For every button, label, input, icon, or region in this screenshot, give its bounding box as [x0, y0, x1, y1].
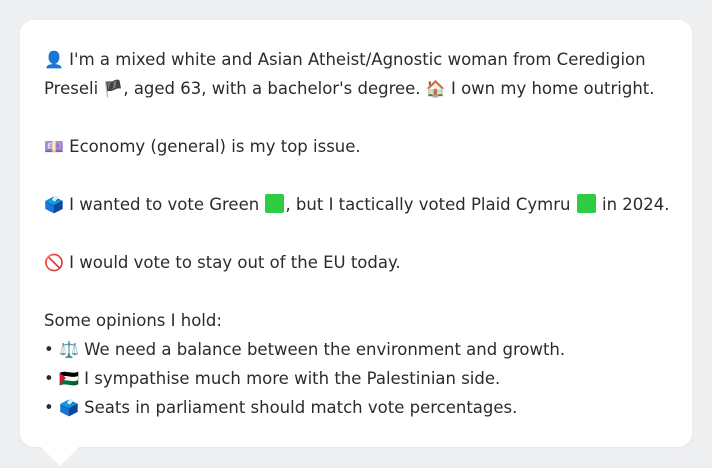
top-issue-text: Economy (general) is my top issue.	[69, 137, 361, 156]
eu-text: I would vote to stay out of the EU today…	[69, 253, 401, 272]
vote-text-a: I wanted to vote Green	[69, 195, 265, 214]
house-icon: 🏠	[425, 79, 446, 98]
opinion-text: Seats in parliament should match vote pe…	[84, 398, 518, 417]
opinions-list: • ⚖️ We need a balance between the envir…	[44, 335, 668, 422]
scales-icon: ⚖️	[58, 340, 79, 359]
bullet: •	[44, 398, 54, 417]
wales-flag-icon: 🏴	[103, 79, 124, 98]
palestine-flag-icon: 🇵🇸	[58, 369, 79, 388]
list-item: • 🇵🇸 I sympathise much more with the Pal…	[44, 364, 668, 393]
money-icon: 💷	[44, 137, 64, 156]
eu-line: 🚫 I would vote to stay out of the EU tod…	[44, 248, 668, 277]
list-item: • 🗳️ Seats in parliament should match vo…	[44, 393, 668, 422]
list-item: • ⚖️ We need a balance between the envir…	[44, 335, 668, 364]
intro-line-1: 👤 I'm a mixed white and Asian Atheist/Ag…	[44, 45, 668, 74]
vote-text-c: in 2024.	[596, 195, 670, 214]
person-icon: 👤	[44, 50, 64, 69]
intro-text-2c: I own my home outright.	[445, 79, 655, 98]
ballot-box-icon: 🗳️	[44, 195, 64, 214]
green-party-square-icon	[265, 194, 285, 213]
message-bubble-tail	[40, 446, 80, 466]
persona-message-bubble: 👤 I'm a mixed white and Asian Atheist/Ag…	[20, 20, 692, 447]
bullet: •	[44, 340, 54, 359]
bullet: •	[44, 369, 54, 388]
vote-line: 🗳️ I wanted to vote Green , but I tactic…	[44, 190, 670, 219]
intro-text-2b: , aged 63, with a bachelor's degree.	[123, 79, 426, 98]
intro-text-1: I'm a mixed white and Asian Atheist/Agno…	[69, 50, 646, 69]
opinion-text: I sympathise much more with the Palestin…	[84, 369, 501, 388]
ballot-box-icon: 🗳️	[58, 398, 79, 417]
intro-text-2a: Preseli	[44, 79, 104, 98]
prohibited-icon: 🚫	[44, 253, 64, 272]
vote-text-b: , but I tactically voted Plaid Cymru	[285, 195, 576, 214]
top-issue-line: 💷 Economy (general) is my top issue.	[44, 132, 668, 161]
opinion-text: We need a balance between the environmen…	[84, 340, 566, 359]
opinions-heading: Some opinions I hold:	[44, 311, 222, 330]
intro-line-2: Preseli 🏴, aged 63, with a bachelor's de…	[44, 74, 668, 103]
plaid-cymru-square-icon	[576, 194, 596, 213]
